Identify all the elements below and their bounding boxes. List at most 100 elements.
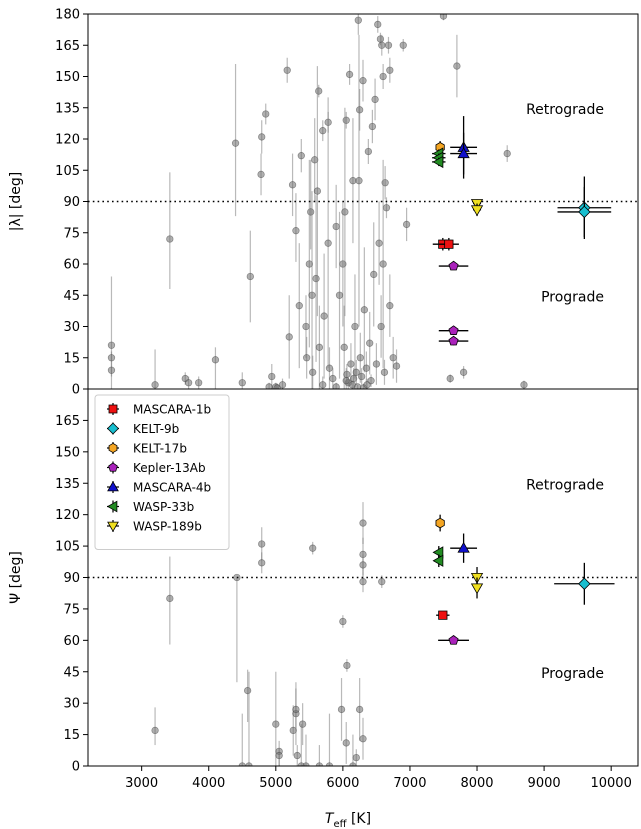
y-axis-label: Ψ [deg] [8,551,24,604]
literature-marker [349,762,357,766]
planet-marker [457,147,470,159]
y-tick-label: 105 [55,540,80,555]
planet-marker [578,577,591,591]
literature-point [354,14,362,35]
literature-point [332,184,340,269]
literature-point [295,243,303,369]
literature-marker [211,356,220,364]
literature-marker [324,239,332,247]
literature-marker [359,735,367,743]
x-tick-label: 6000 [326,776,359,791]
literature-point [195,376,203,389]
literature-marker [309,544,317,552]
planet-point-kepler-13ab [438,635,469,645]
literature-marker [374,20,382,29]
planet-point-wasp-189b [470,203,484,217]
legend-marker [108,404,118,414]
literature-marker [265,383,273,389]
legend-box [94,394,230,550]
literature-marker [319,127,327,135]
literature-marker [364,147,373,156]
literature-marker [349,177,357,185]
literature-marker [370,270,378,279]
literature-point [459,366,468,379]
literature-point [362,351,371,385]
y-tick-label: 45 [63,665,80,680]
planet-marker [470,205,484,217]
literature-marker [107,366,116,374]
legend-marker [107,422,119,435]
literature-marker [340,343,348,351]
planet-marker [448,635,459,645]
prograde-label: Prograde [541,666,604,682]
literature-marker [275,751,283,760]
literature-point [166,556,174,645]
literature-point [374,16,382,33]
planet-point-kelt-9b [554,562,615,605]
literature-point [342,368,350,389]
literature-point [341,107,349,317]
literature-marker [371,95,379,104]
plot-area [88,502,638,766]
literature-marker [329,374,337,383]
planet-point-kelt-9b [557,186,612,237]
literature-point [262,103,270,125]
literature-marker [320,312,328,320]
literature-point [378,34,386,56]
literature-marker [258,559,266,567]
literature-point [332,382,340,389]
literature-point [392,349,401,383]
literature-point [339,615,347,628]
literature-marker [257,170,265,179]
literature-marker [268,372,276,381]
literature-marker [315,343,324,351]
literature-point [307,159,315,250]
planet-marker [435,517,445,529]
planet-marker [448,325,459,335]
literature-marker [520,381,528,389]
literature-marker [342,377,350,385]
literature-point [302,734,310,766]
literature-point [343,659,351,672]
literature-marker [166,594,174,603]
literature-marker [325,364,334,372]
literature-point [292,688,300,731]
x-tick-label: 8000 [460,776,493,791]
literature-point [360,247,368,373]
y-tick-label: 30 [63,320,80,335]
literature-marker [379,72,387,81]
literature-marker [352,368,360,376]
literature-marker [151,381,159,389]
planet-point-wasp-189b [470,577,484,599]
legend-marker [108,462,118,472]
literature-marker [258,540,266,548]
literature-point [372,343,381,385]
y-tick-label: 120 [55,133,80,148]
planet-point-wasp-33b [432,155,446,169]
y-tick-label: 75 [63,226,80,241]
literature-point [309,355,317,389]
literature-point [257,153,265,196]
literature-point [345,64,354,85]
literature-point [107,351,116,364]
planet-point-mascara-1b [436,610,450,620]
literature-point [243,669,252,723]
plot-area [88,14,638,389]
literature-marker [355,106,364,114]
planet-marker [448,335,459,346]
literature-marker [359,77,367,85]
literature-point [386,274,394,337]
literature-marker [379,260,387,268]
literature-marker [319,381,327,389]
y-tick-label: 135 [55,101,80,116]
literature-marker [184,379,193,387]
literature-marker [246,272,254,281]
literature-point [335,211,344,379]
literature-point [384,36,393,54]
literature-point [320,253,328,379]
literature-point [503,145,511,162]
literature-point [315,305,324,389]
literature-point [337,678,346,741]
y-tick-label: 0 [72,383,80,398]
literature-marker [337,705,346,714]
